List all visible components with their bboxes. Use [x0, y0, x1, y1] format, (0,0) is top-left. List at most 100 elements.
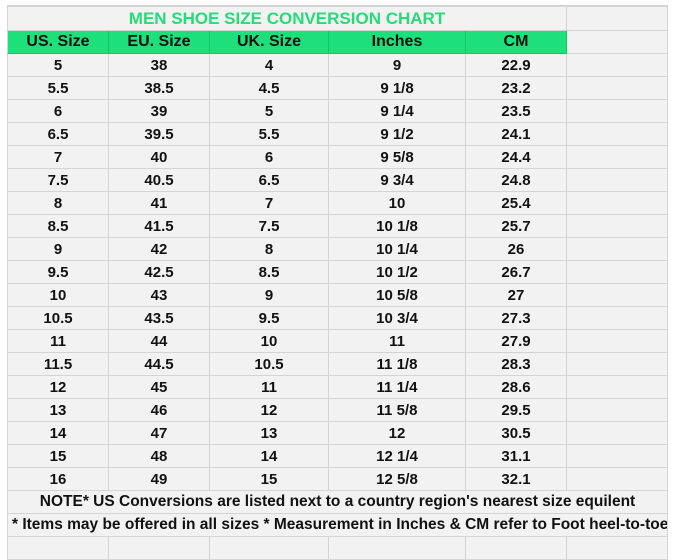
cell-cm[interactable]: 27	[466, 284, 567, 307]
cell-uk-size[interactable]: 8	[210, 238, 329, 261]
cell-uk-size[interactable]: 4.5	[210, 77, 329, 100]
cell-us-size[interactable]: 5.5	[7, 77, 109, 100]
empty-cell[interactable]	[567, 307, 668, 330]
cell-cm[interactable]: 24.1	[466, 123, 567, 146]
empty-cell[interactable]	[466, 537, 567, 560]
cell-uk-size[interactable]: 6	[210, 146, 329, 169]
cell-eu-size[interactable]: 47	[109, 422, 210, 445]
cell-inches[interactable]: 10	[329, 192, 466, 215]
cell-inches[interactable]: 9 3/4	[329, 169, 466, 192]
cell-us-size[interactable]: 5	[7, 54, 109, 77]
cell-uk-size[interactable]: 11	[210, 376, 329, 399]
empty-cell[interactable]	[567, 399, 668, 422]
cell-us-size[interactable]: 9.5	[7, 261, 109, 284]
cell-cm[interactable]: 25.4	[466, 192, 567, 215]
cell-cm[interactable]: 31.1	[466, 445, 567, 468]
cell-cm[interactable]: 28.3	[466, 353, 567, 376]
cell-uk-size[interactable]: 10.5	[210, 353, 329, 376]
empty-cell[interactable]	[567, 31, 668, 54]
cell-us-size[interactable]: 8.5	[7, 215, 109, 238]
cell-us-size[interactable]: 11	[7, 330, 109, 353]
empty-cell[interactable]	[567, 6, 668, 31]
cell-cm[interactable]: 29.5	[466, 399, 567, 422]
empty-cell[interactable]	[567, 192, 668, 215]
cell-uk-size[interactable]: 14	[210, 445, 329, 468]
cell-eu-size[interactable]: 40.5	[109, 169, 210, 192]
cell-eu-size[interactable]: 41.5	[109, 215, 210, 238]
cell-uk-size[interactable]: 12	[210, 399, 329, 422]
empty-cell[interactable]	[329, 537, 466, 560]
cell-eu-size[interactable]: 44	[109, 330, 210, 353]
cell-inches[interactable]: 9 1/4	[329, 100, 466, 123]
chart-title[interactable]: MEN SHOE SIZE CONVERSION CHART	[7, 6, 567, 31]
cell-us-size[interactable]: 11.5	[7, 353, 109, 376]
note-2[interactable]: * Items may be offered in all sizes * Me…	[7, 514, 668, 537]
cell-cm[interactable]: 23.2	[466, 77, 567, 100]
cell-inches[interactable]: 10 5/8	[329, 284, 466, 307]
cell-eu-size[interactable]: 46	[109, 399, 210, 422]
cell-inches[interactable]: 11 1/8	[329, 353, 466, 376]
cell-cm[interactable]: 23.5	[466, 100, 567, 123]
header-uk-size[interactable]: UK. Size	[210, 31, 329, 54]
cell-inches[interactable]: 12 5/8	[329, 468, 466, 491]
empty-cell[interactable]	[567, 261, 668, 284]
cell-inches[interactable]: 10 3/4	[329, 307, 466, 330]
cell-eu-size[interactable]: 48	[109, 445, 210, 468]
cell-cm[interactable]: 28.6	[466, 376, 567, 399]
cell-eu-size[interactable]: 49	[109, 468, 210, 491]
cell-eu-size[interactable]: 38.5	[109, 77, 210, 100]
cell-eu-size[interactable]: 40	[109, 146, 210, 169]
empty-cell[interactable]	[210, 537, 329, 560]
empty-cell[interactable]	[567, 169, 668, 192]
empty-cell[interactable]	[567, 238, 668, 261]
cell-eu-size[interactable]: 39	[109, 100, 210, 123]
empty-cell[interactable]	[567, 100, 668, 123]
header-us-size[interactable]: US. Size	[7, 31, 109, 54]
empty-cell[interactable]	[567, 284, 668, 307]
cell-inches[interactable]: 12	[329, 422, 466, 445]
cell-cm[interactable]: 24.4	[466, 146, 567, 169]
cell-uk-size[interactable]: 5.5	[210, 123, 329, 146]
cell-cm[interactable]: 32.1	[466, 468, 567, 491]
cell-eu-size[interactable]: 44.5	[109, 353, 210, 376]
empty-cell[interactable]	[567, 215, 668, 238]
cell-us-size[interactable]: 14	[7, 422, 109, 445]
cell-us-size[interactable]: 13	[7, 399, 109, 422]
cell-eu-size[interactable]: 41	[109, 192, 210, 215]
empty-cell[interactable]	[567, 353, 668, 376]
empty-cell[interactable]	[567, 468, 668, 491]
empty-cell[interactable]	[7, 537, 109, 560]
empty-cell[interactable]	[567, 146, 668, 169]
empty-cell[interactable]	[567, 54, 668, 77]
cell-eu-size[interactable]: 43.5	[109, 307, 210, 330]
cell-us-size[interactable]: 6.5	[7, 123, 109, 146]
cell-eu-size[interactable]: 45	[109, 376, 210, 399]
cell-us-size[interactable]: 6	[7, 100, 109, 123]
cell-uk-size[interactable]: 13	[210, 422, 329, 445]
cell-uk-size[interactable]: 7.5	[210, 215, 329, 238]
empty-cell[interactable]	[567, 330, 668, 353]
cell-cm[interactable]: 22.9	[466, 54, 567, 77]
cell-eu-size[interactable]: 39.5	[109, 123, 210, 146]
cell-inches[interactable]: 9 5/8	[329, 146, 466, 169]
cell-inches[interactable]: 9 1/8	[329, 77, 466, 100]
cell-us-size[interactable]: 7	[7, 146, 109, 169]
cell-inches[interactable]: 9 1/2	[329, 123, 466, 146]
empty-cell[interactable]	[567, 445, 668, 468]
cell-inches[interactable]: 10 1/8	[329, 215, 466, 238]
cell-uk-size[interactable]: 4	[210, 54, 329, 77]
cell-uk-size[interactable]: 9.5	[210, 307, 329, 330]
cell-uk-size[interactable]: 8.5	[210, 261, 329, 284]
cell-us-size[interactable]: 10	[7, 284, 109, 307]
empty-cell[interactable]	[567, 537, 668, 560]
cell-cm[interactable]: 25.7	[466, 215, 567, 238]
empty-cell[interactable]	[567, 376, 668, 399]
cell-cm[interactable]: 24.8	[466, 169, 567, 192]
empty-cell[interactable]	[567, 77, 668, 100]
cell-uk-size[interactable]: 7	[210, 192, 329, 215]
cell-inches[interactable]: 9	[329, 54, 466, 77]
cell-us-size[interactable]: 9	[7, 238, 109, 261]
cell-inches[interactable]: 10 1/4	[329, 238, 466, 261]
cell-inches[interactable]: 12 1/4	[329, 445, 466, 468]
header-inches[interactable]: Inches	[329, 31, 466, 54]
